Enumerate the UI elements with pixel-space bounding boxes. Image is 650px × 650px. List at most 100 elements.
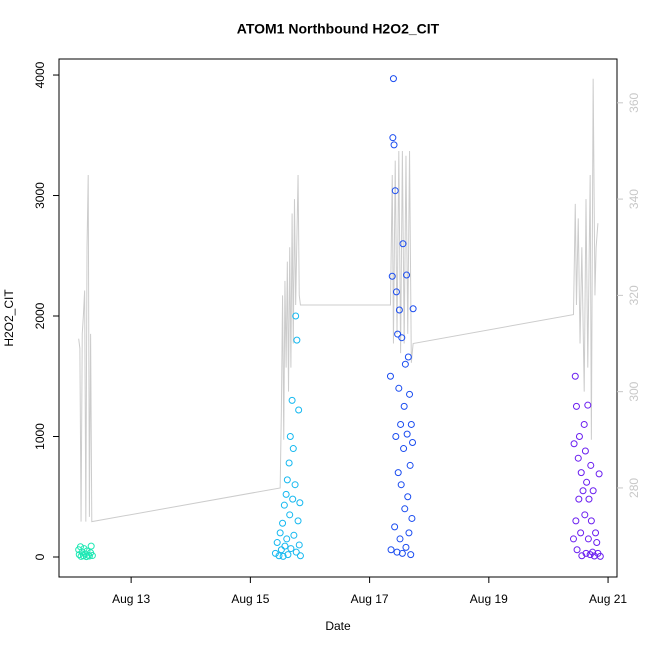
point [280, 501, 288, 509]
point [596, 552, 604, 560]
point [392, 288, 400, 296]
point [387, 546, 395, 554]
point [281, 542, 289, 550]
point [575, 495, 583, 503]
y2-tick-label: 360 [627, 92, 641, 112]
point [392, 433, 400, 441]
point [294, 517, 302, 525]
point [403, 430, 411, 438]
point [584, 401, 592, 409]
point [572, 402, 580, 410]
point [586, 551, 594, 559]
point [395, 306, 403, 314]
x-tick-label: Aug 17 [351, 592, 389, 606]
point [84, 551, 92, 559]
y-tick-label: 2000 [33, 302, 47, 329]
y-tick-label: 0 [33, 553, 47, 560]
point [575, 433, 583, 441]
point [593, 539, 601, 547]
point [400, 402, 408, 410]
x-tick-label: Aug 13 [112, 592, 150, 606]
point [286, 433, 294, 441]
point [285, 459, 293, 467]
point [284, 551, 292, 559]
y-tick-label: 1000 [33, 423, 47, 450]
point [292, 312, 300, 320]
point [407, 420, 415, 428]
point [572, 517, 580, 525]
point [390, 141, 398, 149]
point [87, 542, 95, 550]
point [585, 495, 593, 503]
point [389, 75, 397, 83]
point [403, 271, 411, 279]
point [408, 514, 416, 522]
point [577, 469, 585, 477]
point [271, 549, 279, 557]
point [296, 499, 304, 507]
point [399, 240, 407, 248]
point [581, 447, 589, 455]
plot-frame [58, 58, 618, 578]
point [409, 439, 417, 447]
y-tick-label: 3000 [33, 182, 47, 209]
point [394, 330, 402, 338]
point [275, 552, 283, 560]
point [273, 539, 281, 547]
point [396, 535, 404, 543]
point [401, 505, 409, 513]
point [283, 476, 291, 484]
point [397, 420, 405, 428]
point [88, 552, 96, 560]
x-tick-label: Aug 21 [589, 592, 627, 606]
point [574, 454, 582, 462]
y2-tick-label: 280 [627, 478, 641, 498]
point [296, 552, 304, 560]
point [292, 548, 300, 556]
point [589, 487, 597, 495]
point [290, 531, 298, 539]
point [406, 390, 414, 398]
y2-tick-label: 340 [627, 189, 641, 209]
point [398, 549, 406, 557]
x-tick-label: Aug 15 [231, 592, 269, 606]
point [581, 511, 589, 519]
y-axis-label: H2O2_CIT [2, 289, 16, 347]
chart-title: ATOM1 Northbound H2O2_CIT [237, 21, 440, 37]
point [293, 336, 301, 344]
point [407, 551, 415, 559]
point [583, 478, 591, 486]
point [289, 445, 297, 453]
point [279, 552, 287, 560]
point [288, 396, 296, 404]
y-tick-label: 4000 [33, 61, 47, 88]
point [587, 517, 595, 525]
point [85, 552, 93, 560]
point [402, 543, 410, 551]
point [283, 535, 291, 543]
point [577, 529, 585, 537]
point [595, 470, 603, 478]
y2-tick-label: 320 [627, 285, 641, 305]
point [573, 546, 581, 554]
line [78, 78, 599, 523]
point [580, 420, 588, 428]
point [388, 272, 396, 280]
point [295, 406, 303, 414]
point [406, 461, 414, 469]
point [571, 372, 579, 380]
point [400, 445, 408, 453]
point [289, 495, 297, 503]
point [398, 334, 406, 342]
point [389, 134, 397, 142]
point [582, 549, 590, 557]
point [277, 546, 285, 554]
point [584, 535, 592, 543]
x-axis-label: Date [325, 619, 351, 633]
point [587, 461, 595, 469]
point [592, 529, 600, 537]
point [279, 519, 287, 527]
point [391, 523, 399, 531]
